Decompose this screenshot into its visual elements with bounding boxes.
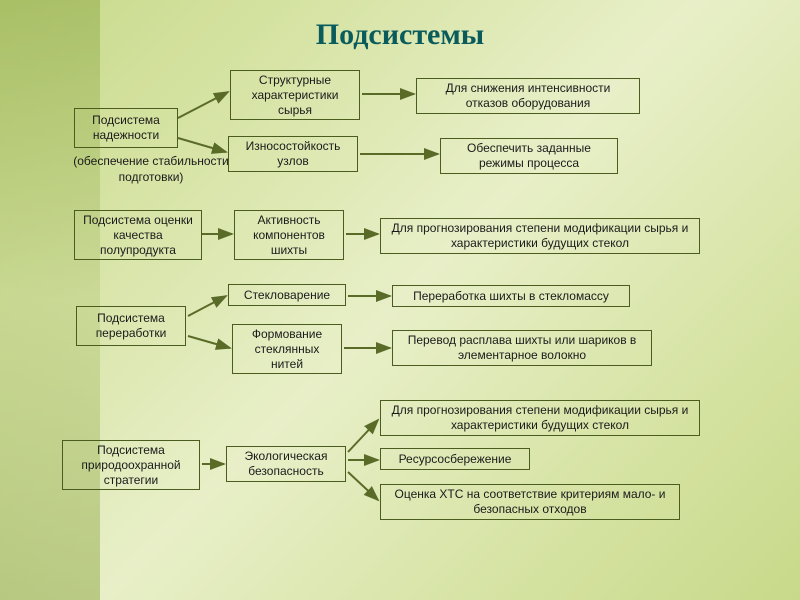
edge-6 [188,296,226,316]
node-n3: Для снижения интенсивности отказов обору… [416,78,640,114]
node-n14: Подсистема природоохранной стратегии [62,440,200,490]
node-n4: Износостойкость узлов [228,136,358,172]
node-n16: Для прогнозирования степени модификации … [380,400,700,436]
edge-13 [348,472,378,500]
node-n12: Формование стеклянных нитей [232,324,342,374]
node-n9: Подсистема переработки [76,306,186,346]
node-n18: Оценка ХТС на соответствие критериям мал… [380,484,680,520]
node-n13: Перевод расплава шихты или шариков в эле… [392,330,652,366]
page-title: Подсистемы [0,18,800,52]
node-n7: Активность компонентов шихты [234,210,344,260]
node-n11: Переработка шихты в стекломассу [392,285,630,307]
edge-1 [178,138,226,152]
node-n6: Подсистема оценки качества полупродукта [74,210,202,260]
edge-11 [348,420,378,452]
edge-7 [188,336,230,348]
edge-0 [178,92,228,118]
node-n8: Для прогнозирования степени модификации … [380,218,700,254]
background-stripe [0,0,100,600]
caption-text: (обеспечение стабильности подготовки) [56,154,246,185]
node-n10: Стекловарение [228,284,346,306]
node-n1: Подсистема надежности [74,108,178,148]
node-n2: Структурные характеристики сырья [230,70,360,120]
node-n15: Экологическая безопасность [226,446,346,482]
node-n17: Ресурсосбережение [380,448,530,470]
node-n5: Обеспечить заданные режимы процесса [440,138,618,174]
